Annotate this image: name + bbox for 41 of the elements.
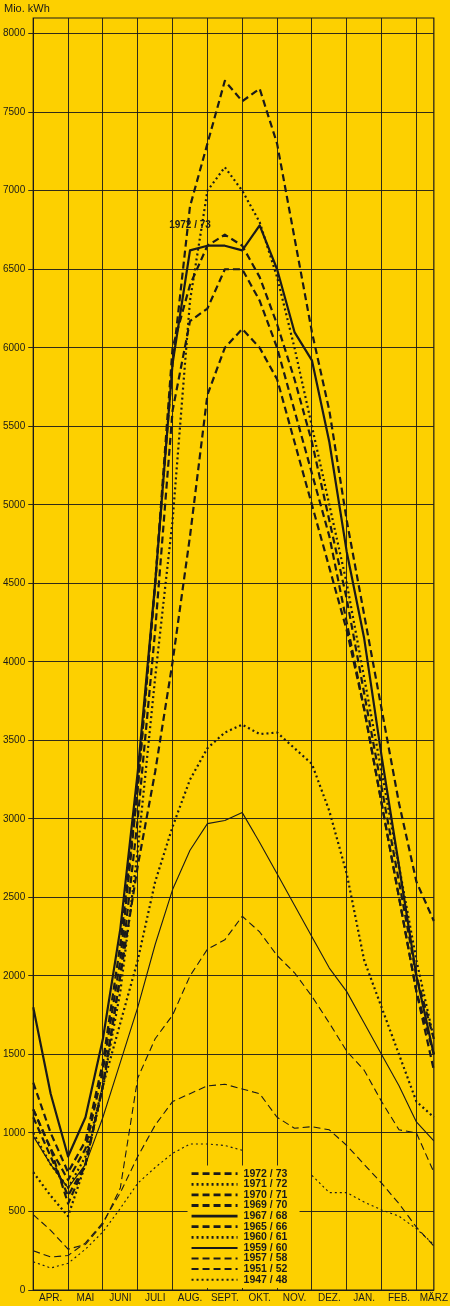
x-tick-label: NOV. <box>282 1291 307 1303</box>
x-tick-label: AUG. <box>177 1291 203 1303</box>
y-tick-label: 5500 <box>3 420 26 432</box>
y-axis-title: Mio. kWh <box>4 2 50 15</box>
x-tick-label: JAN. <box>353 1291 375 1303</box>
legend-label: 1969 / 70 <box>243 1198 288 1211</box>
y-tick-label: 6500 <box>3 263 26 275</box>
x-tick-label: APR. <box>38 1291 63 1303</box>
legend-label: 1965 / 66 <box>243 1219 288 1232</box>
y-tick-label: 3000 <box>3 812 26 824</box>
x-tick-label: MAI <box>76 1291 95 1303</box>
y-tick-label: 4000 <box>3 655 26 667</box>
x-tick-label: SEPT. <box>210 1291 239 1303</box>
x-tick-label: JULI <box>144 1291 166 1303</box>
legend-label: 1967 / 68 <box>243 1208 288 1221</box>
legend-label: 1960 / 61 <box>243 1230 288 1243</box>
y-tick-label: 7500 <box>3 105 26 117</box>
y-tick-label: 5000 <box>3 498 26 510</box>
x-tick-label: DEZ. <box>317 1291 341 1303</box>
legend-label: 1971 / 72 <box>243 1177 288 1190</box>
legend-label: 1959 / 60 <box>243 1240 288 1253</box>
y-tick-label: 6000 <box>3 341 26 353</box>
x-tick-label: FEB. <box>387 1291 411 1303</box>
y-tick-label: 0 <box>19 1283 26 1295</box>
y-tick-label: 3500 <box>3 734 26 746</box>
y-tick-label: 1000 <box>3 1126 26 1138</box>
y-tick-label: 7000 <box>3 184 26 196</box>
legend-label: 1972 / 73 <box>243 1166 288 1179</box>
legend-label: 1951 / 52 <box>243 1261 288 1274</box>
x-tick-label: OKT. <box>248 1291 271 1303</box>
y-tick-label: 1500 <box>3 1048 26 1060</box>
y-tick-label: 2000 <box>3 969 26 981</box>
legend-label: 1957 / 58 <box>243 1251 288 1264</box>
legend-label: 1947 / 48 <box>243 1272 288 1285</box>
y-tick-label: 4500 <box>3 577 26 589</box>
y-tick-label: 2500 <box>3 891 26 903</box>
x-tick-label: MÄRZ <box>419 1291 449 1303</box>
y-tick-label: 500 <box>8 1205 26 1217</box>
y-tick-label: 8000 <box>3 27 26 39</box>
legend-label: 1970 / 71 <box>243 1187 288 1200</box>
x-tick-label: JUNI <box>109 1291 132 1303</box>
